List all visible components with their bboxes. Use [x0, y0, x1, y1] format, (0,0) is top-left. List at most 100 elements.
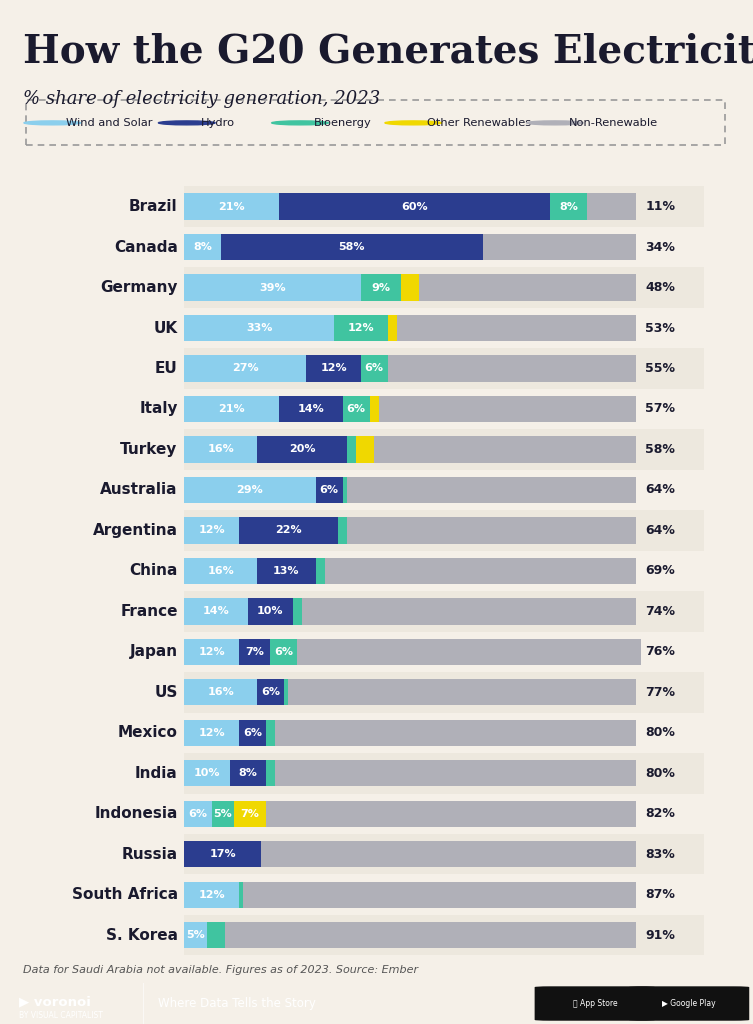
Text: 16%: 16%: [207, 687, 234, 697]
Circle shape: [24, 121, 81, 125]
Bar: [184, 914, 704, 955]
Text: 13%: 13%: [273, 566, 300, 575]
Text: ▶ Google Play: ▶ Google Play: [662, 999, 716, 1008]
Text: 6%: 6%: [261, 687, 280, 697]
Bar: [297, 639, 641, 665]
Bar: [184, 227, 704, 267]
Bar: [184, 233, 221, 260]
Text: China: China: [130, 563, 178, 579]
Bar: [248, 598, 293, 625]
Text: S. Korea: S. Korea: [105, 928, 178, 943]
Bar: [239, 882, 243, 908]
Bar: [184, 882, 239, 908]
Bar: [388, 355, 636, 382]
Bar: [347, 517, 636, 544]
Bar: [243, 882, 636, 908]
Text: ▶ voronoi: ▶ voronoi: [19, 995, 90, 1008]
Bar: [334, 314, 388, 341]
Bar: [184, 720, 239, 745]
Bar: [266, 760, 275, 786]
Text: How the G20 Generates Electricity: How the G20 Generates Electricity: [23, 33, 753, 72]
Text: 55%: 55%: [645, 362, 675, 375]
Text: Bioenergy: Bioenergy: [314, 118, 372, 128]
Bar: [184, 314, 334, 341]
Bar: [293, 598, 302, 625]
Text: Mexico: Mexico: [117, 725, 178, 740]
Bar: [184, 477, 316, 503]
Text: 80%: 80%: [645, 767, 675, 779]
Bar: [483, 233, 636, 260]
Bar: [239, 639, 270, 665]
Bar: [419, 274, 636, 301]
Bar: [257, 436, 347, 463]
Text: 14%: 14%: [297, 404, 325, 414]
Text: Hydro: Hydro: [201, 118, 235, 128]
Bar: [184, 308, 704, 348]
Bar: [221, 233, 483, 260]
Text: 10%: 10%: [194, 768, 221, 778]
Bar: [184, 551, 704, 591]
Text: 34%: 34%: [645, 241, 675, 254]
Text: 21%: 21%: [218, 404, 245, 414]
Bar: [275, 720, 636, 745]
Text: 12%: 12%: [198, 647, 225, 656]
Text: Wind and Solar: Wind and Solar: [66, 118, 153, 128]
Text: Brazil: Brazil: [129, 199, 178, 214]
Text: 58%: 58%: [338, 242, 365, 252]
Bar: [279, 194, 550, 220]
Circle shape: [385, 121, 441, 125]
Bar: [184, 672, 704, 713]
Bar: [306, 355, 361, 382]
Text: 6%: 6%: [319, 485, 339, 495]
Bar: [184, 841, 261, 867]
Bar: [361, 274, 401, 301]
Text: Where Data Tells the Story: Where Data Tells the Story: [158, 997, 316, 1010]
Bar: [239, 720, 266, 745]
Bar: [212, 801, 234, 827]
Bar: [397, 314, 636, 341]
Text: 6%: 6%: [346, 404, 366, 414]
Text: 6%: 6%: [364, 364, 384, 374]
Bar: [184, 632, 704, 672]
Bar: [316, 477, 343, 503]
Text: 6%: 6%: [274, 647, 294, 656]
Text: Data for Saudi Arabia not available. Figures as of 2023. Source: Ember: Data for Saudi Arabia not available. Fig…: [23, 965, 418, 975]
Bar: [184, 517, 239, 544]
Text: 8%: 8%: [238, 768, 258, 778]
Text: 91%: 91%: [645, 929, 675, 942]
Text: EU: EU: [155, 361, 178, 376]
Text: 57%: 57%: [645, 402, 675, 416]
Bar: [184, 510, 704, 551]
Text: 12%: 12%: [198, 890, 225, 900]
Bar: [225, 922, 636, 948]
Text: 12%: 12%: [320, 364, 347, 374]
Bar: [379, 396, 636, 422]
Text: Turkey: Turkey: [120, 442, 178, 457]
Circle shape: [272, 121, 328, 125]
Bar: [184, 801, 212, 827]
Bar: [184, 429, 704, 470]
Text: 48%: 48%: [645, 281, 675, 294]
Bar: [184, 794, 704, 834]
Text: 8%: 8%: [193, 242, 212, 252]
Text: 21%: 21%: [218, 202, 245, 212]
Text: 87%: 87%: [645, 888, 675, 901]
Bar: [356, 436, 374, 463]
Text: 10%: 10%: [257, 606, 284, 616]
Text: Germany: Germany: [100, 280, 178, 295]
Bar: [284, 679, 288, 706]
Text: Japan: Japan: [130, 644, 178, 659]
Text: 29%: 29%: [236, 485, 264, 495]
Text: Indonesia: Indonesia: [94, 806, 178, 821]
Text: 16%: 16%: [207, 566, 234, 575]
Bar: [587, 194, 636, 220]
Bar: [184, 753, 704, 794]
Bar: [184, 348, 704, 389]
Text: 22%: 22%: [275, 525, 302, 536]
Bar: [184, 355, 306, 382]
Bar: [261, 841, 636, 867]
FancyBboxPatch shape: [535, 986, 655, 1021]
Bar: [370, 396, 379, 422]
Text: India: India: [135, 766, 178, 780]
Text: South Africa: South Africa: [72, 887, 178, 902]
